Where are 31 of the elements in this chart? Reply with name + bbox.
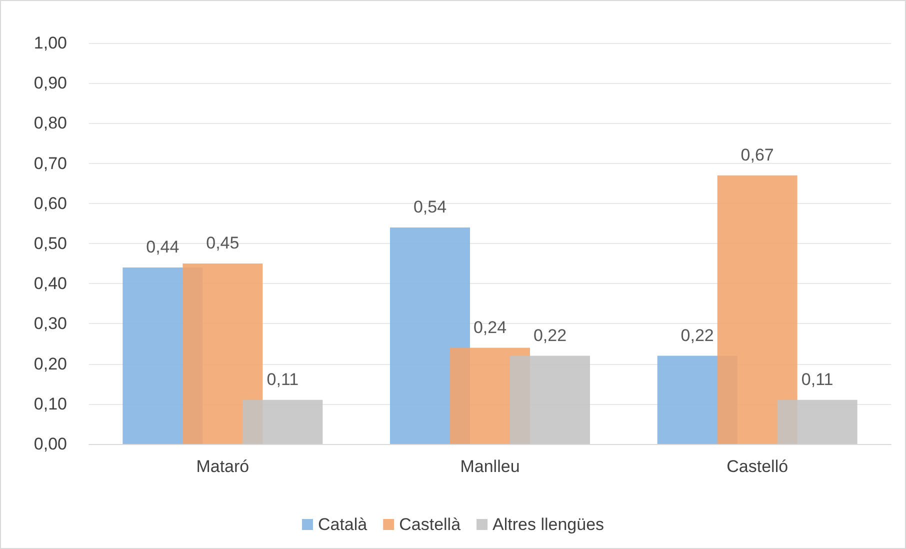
data-label: 0,22 xyxy=(533,326,567,345)
data-label: 0,44 xyxy=(146,238,180,257)
legend-label: Castellà xyxy=(399,515,462,534)
data-label: 0,67 xyxy=(740,145,774,164)
y-tick-label: 0,60 xyxy=(34,194,67,213)
bar xyxy=(182,264,263,444)
legend-label: Català xyxy=(318,515,368,534)
bar xyxy=(717,175,798,444)
bar xyxy=(242,400,323,444)
bar xyxy=(777,400,858,444)
y-tick-label: 0,40 xyxy=(34,274,67,294)
y-tick-label: 0,50 xyxy=(34,234,67,253)
y-tick-label: 0,10 xyxy=(34,394,67,414)
y-tick-label: 0,80 xyxy=(34,114,67,133)
y-tick-label: 0,30 xyxy=(34,314,67,334)
bar xyxy=(510,356,590,444)
data-label: 0,11 xyxy=(801,370,834,389)
y-tick-label: 1,00 xyxy=(34,34,67,52)
data-label: 0,11 xyxy=(266,370,299,389)
y-tick-label: 0,00 xyxy=(34,434,67,454)
y-tick-label: 0,20 xyxy=(34,354,67,374)
y-tick-label: 0,90 xyxy=(34,74,67,93)
legend-label: Altres llengües xyxy=(492,515,604,534)
data-label: 0,22 xyxy=(680,326,714,345)
y-tick-label: 0,70 xyxy=(34,154,67,173)
data-label: 0,45 xyxy=(206,234,240,253)
data-label: 0,24 xyxy=(473,318,507,337)
x-tick-label: Manlleu xyxy=(460,457,520,476)
data-label: 0,54 xyxy=(413,197,447,216)
x-tick-label: Mataró xyxy=(196,457,250,476)
x-tick-label: Castelló xyxy=(726,457,788,476)
